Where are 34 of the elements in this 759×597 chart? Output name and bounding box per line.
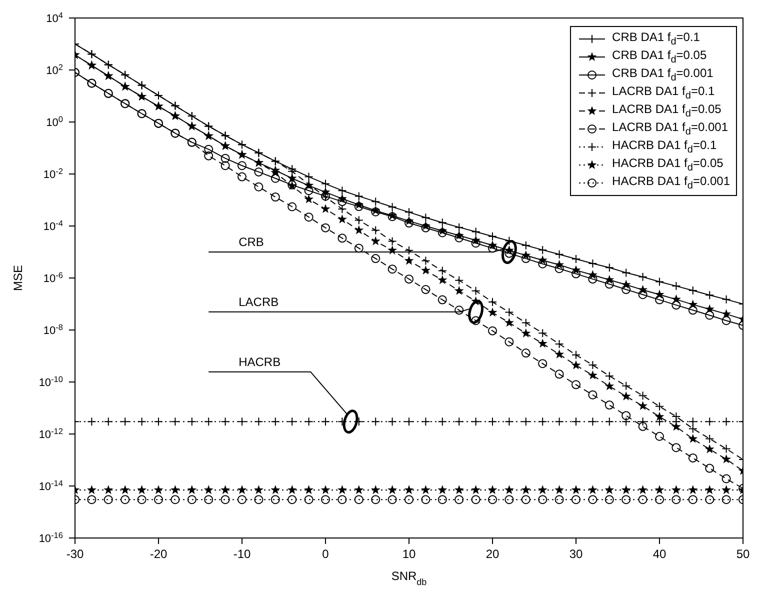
x-tick-label: 30 <box>569 547 583 561</box>
x-tick-label: -10 <box>233 547 251 561</box>
x-tick-label: 0 <box>322 547 330 561</box>
y-tick-label: 10$^{-10}$ <box>38 374 64 389</box>
x-tick-label: -20 <box>150 547 168 561</box>
legend-label: HACRB DA1 f$_{d}$=0.1 <box>612 138 717 156</box>
legend-label: LACRB DA1 f$_{d}$=0.05 <box>612 102 722 120</box>
legend-label: LACRB DA1 f$_{d}$=0.001 <box>612 120 728 138</box>
y-tick-label: 10$^{-2}$ <box>43 166 64 181</box>
legend-label: CRB DA1 f$_{d}$=0.05 <box>612 48 707 66</box>
y-tick-label: 10$^{-14}$ <box>38 478 64 493</box>
y-tick-label: 10$^{-6}$ <box>43 270 64 285</box>
y-tick-label: 10$^{-8}$ <box>43 322 64 337</box>
x-tick-label: 50 <box>736 547 750 561</box>
legend-label: HACRB DA1 f$_{d}$=0.001 <box>612 174 730 192</box>
y-tick-label: 10$^{0}$ <box>46 114 64 129</box>
annotation: CRB <box>238 235 264 249</box>
x-tick-label: 20 <box>486 547 500 561</box>
y-axis-title: MSE <box>11 264 25 292</box>
legend-label: LACRB DA1 f$_{d}$=0.1 <box>612 84 715 102</box>
y-tick-label: 10$^{-12}$ <box>38 426 64 441</box>
annotation: LACRB <box>238 294 279 309</box>
legend-label: CRB DA1 f$_{d}$=0.001 <box>612 66 714 84</box>
legend-label: HACRB DA1 f$_{d}$=0.05 <box>612 156 724 174</box>
legend-label: CRB DA1 f$_{d}$=0.1 <box>612 30 700 48</box>
x-tick-label: -30 <box>66 547 84 561</box>
y-tick-label: 10$^{-16}$ <box>38 530 64 545</box>
y-tick-label: 10$^{2}$ <box>46 62 64 77</box>
y-tick-label: 10$^{-4}$ <box>43 218 64 233</box>
x-tick-label: 40 <box>652 547 666 561</box>
y-tick-label: 10$^{4}$ <box>46 10 64 25</box>
annotation: HACRB <box>238 354 281 369</box>
x-tick-label: 10 <box>402 547 416 561</box>
x-axis-title: SNR$_{db}$ <box>391 569 427 587</box>
